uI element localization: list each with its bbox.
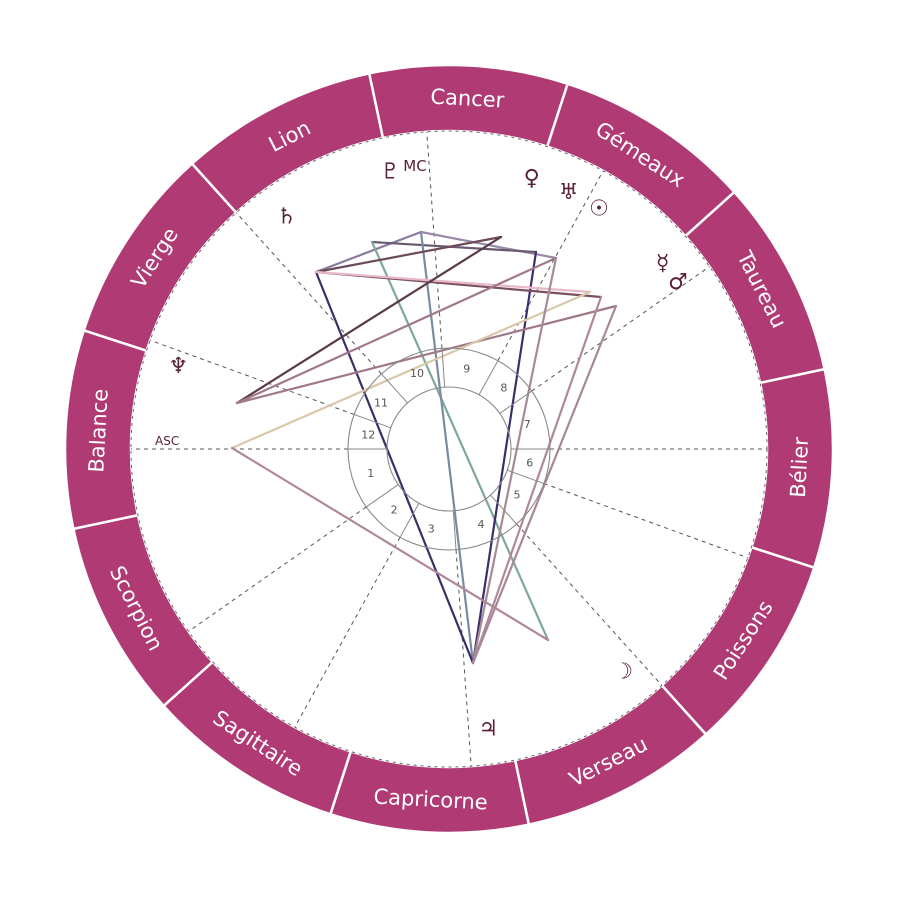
planet-mercure-icon: ☿	[656, 251, 670, 276]
zodiac-sign-ring: CancerGémeauxTaureauBélierPoissonsVersea…	[63, 63, 835, 835]
house-cusp-tick	[490, 494, 517, 525]
asc-label: ASC	[155, 434, 179, 448]
aspect-line	[471, 304, 618, 665]
house-number: 11	[374, 397, 388, 410]
house-cusp-line	[294, 537, 401, 728]
house-cusp-tick	[507, 469, 545, 485]
house-number: 2	[391, 503, 398, 516]
aspect-line	[370, 240, 550, 642]
sign-segment	[190, 71, 385, 215]
house-number: 10	[410, 367, 424, 380]
planet-neptune-icon: ♆	[168, 354, 188, 379]
planet-venus-icon: ♀	[524, 166, 540, 191]
aspect-line	[235, 235, 503, 405]
mc-label: MC	[403, 157, 426, 175]
house-number: 8	[500, 382, 507, 395]
house-number: 3	[428, 523, 435, 536]
house-cusp-tick	[441, 348, 446, 388]
aspect-line	[419, 230, 475, 665]
house-number: 12	[361, 428, 375, 441]
sign-label: Capricorne	[373, 785, 488, 815]
house-cusp-line	[235, 212, 382, 375]
house-number: 1	[367, 467, 374, 480]
sign-label: Bélier	[786, 436, 813, 498]
planet-glyphs: ♆ ♄ ♇ ♀ ♅ ☉ ☿♂ ☽ ♃	[168, 160, 687, 742]
planet-saturne-icon: ♄	[277, 205, 297, 230]
aspect-line	[235, 256, 558, 405]
aspect-line	[235, 304, 618, 405]
house-cusp-tick	[381, 373, 408, 404]
planet-lune-icon: ☽	[613, 660, 633, 685]
house-cusp-tick	[478, 360, 499, 396]
planet-uranus-icon: ♅	[559, 180, 579, 205]
aspect-line	[471, 256, 558, 665]
house-number: 4	[478, 518, 485, 531]
house-number: 9	[463, 362, 470, 375]
aspect-line	[471, 295, 603, 665]
house-number: 6	[526, 457, 533, 470]
house-cusp-tick	[399, 502, 420, 538]
house-cusp-lines	[131, 131, 767, 767]
house-number: 7	[524, 418, 531, 431]
planet-mars-icon: ♂	[668, 270, 688, 295]
house-number: 5	[513, 488, 520, 501]
house-cusp-tick	[452, 510, 457, 550]
aspect-line	[314, 230, 423, 274]
house-cusp-line	[188, 506, 367, 632]
house-cusp-tick	[353, 413, 391, 429]
aspect-line	[314, 270, 592, 294]
aspect-lines	[230, 230, 618, 665]
sign-label: Balance	[84, 388, 112, 473]
sign-label: Cancer	[430, 85, 505, 113]
aspect-line	[314, 235, 503, 274]
planet-pluton-icon: ♇	[380, 160, 400, 185]
planet-soleil-icon: ☉	[589, 197, 609, 222]
house-cusp-line	[516, 523, 663, 686]
house-cusp-line	[543, 483, 748, 559]
aspect-line	[230, 290, 592, 450]
house-cusp-tick	[365, 484, 399, 508]
house-cusp-tick	[499, 390, 533, 414]
planet-jupiter-icon: ♃	[479, 717, 499, 742]
